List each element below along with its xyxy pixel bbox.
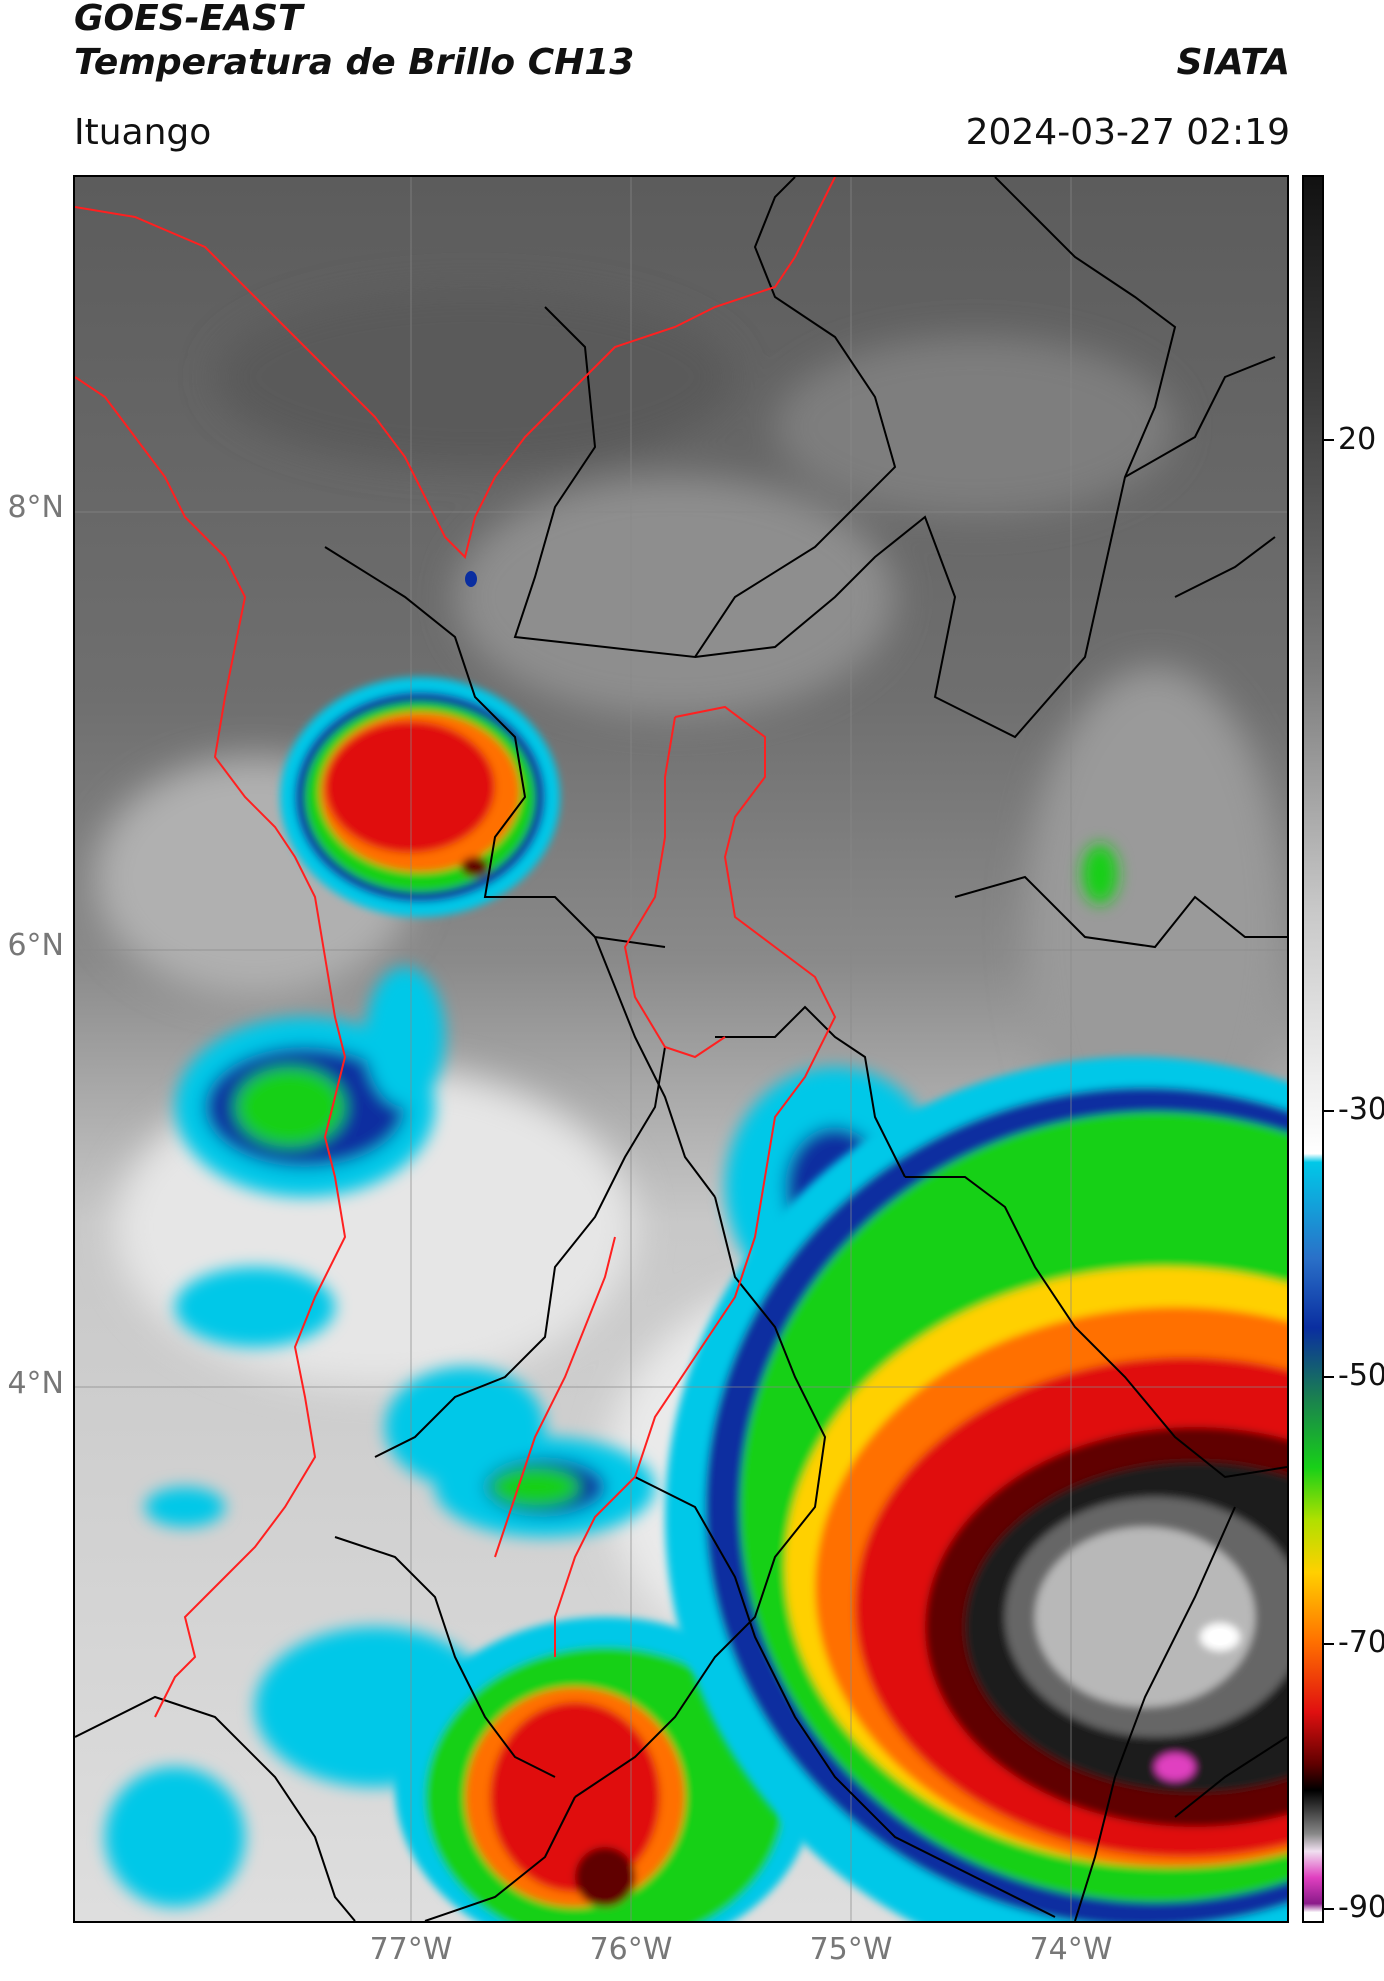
location-label: Ituango	[74, 112, 212, 153]
graticule	[75, 177, 1287, 1921]
colorbar-tick	[1324, 1908, 1334, 1910]
lat-label-6n: 6°N	[7, 928, 64, 963]
colorbar-tick	[1324, 439, 1334, 441]
colorbar-tick	[1324, 1376, 1334, 1378]
lon-label-75w: 75°W	[809, 1932, 893, 1967]
department-boundaries	[75, 177, 1287, 1921]
colorbar-label-20: 20	[1338, 422, 1377, 457]
datetime-label: 2024-03-27 02:19	[965, 112, 1290, 153]
colorbar-label-neg70: -70	[1338, 1625, 1384, 1660]
colorbar-tick	[1324, 1643, 1334, 1645]
lat-label-8n: 8°N	[7, 490, 64, 525]
lon-label-77w: 77°W	[369, 1932, 453, 1967]
colorbar-label-neg30: -30	[1338, 1092, 1384, 1127]
lat-label-4n: 4°N	[7, 1366, 64, 1401]
product-title: Temperatura de Brillo CH13	[74, 42, 635, 83]
lon-label-76w: 76°W	[589, 1932, 673, 1967]
colorbar-gradient	[1304, 177, 1322, 1921]
lon-label-74w: 74°W	[1029, 1932, 1113, 1967]
brand-label: SIATA	[1176, 42, 1290, 83]
coastline-boundaries	[75, 177, 837, 1718]
temperature-colorbar	[1302, 175, 1324, 1923]
satellite-map[interactable]	[73, 175, 1289, 1923]
colorbar-tick	[1324, 1110, 1334, 1112]
map-canvas	[75, 177, 1287, 1921]
colorbar-label-neg90: -90	[1338, 1890, 1384, 1925]
colorbar-label-neg50: -50	[1338, 1358, 1384, 1393]
satellite-title: GOES-EAST	[74, 0, 303, 39]
